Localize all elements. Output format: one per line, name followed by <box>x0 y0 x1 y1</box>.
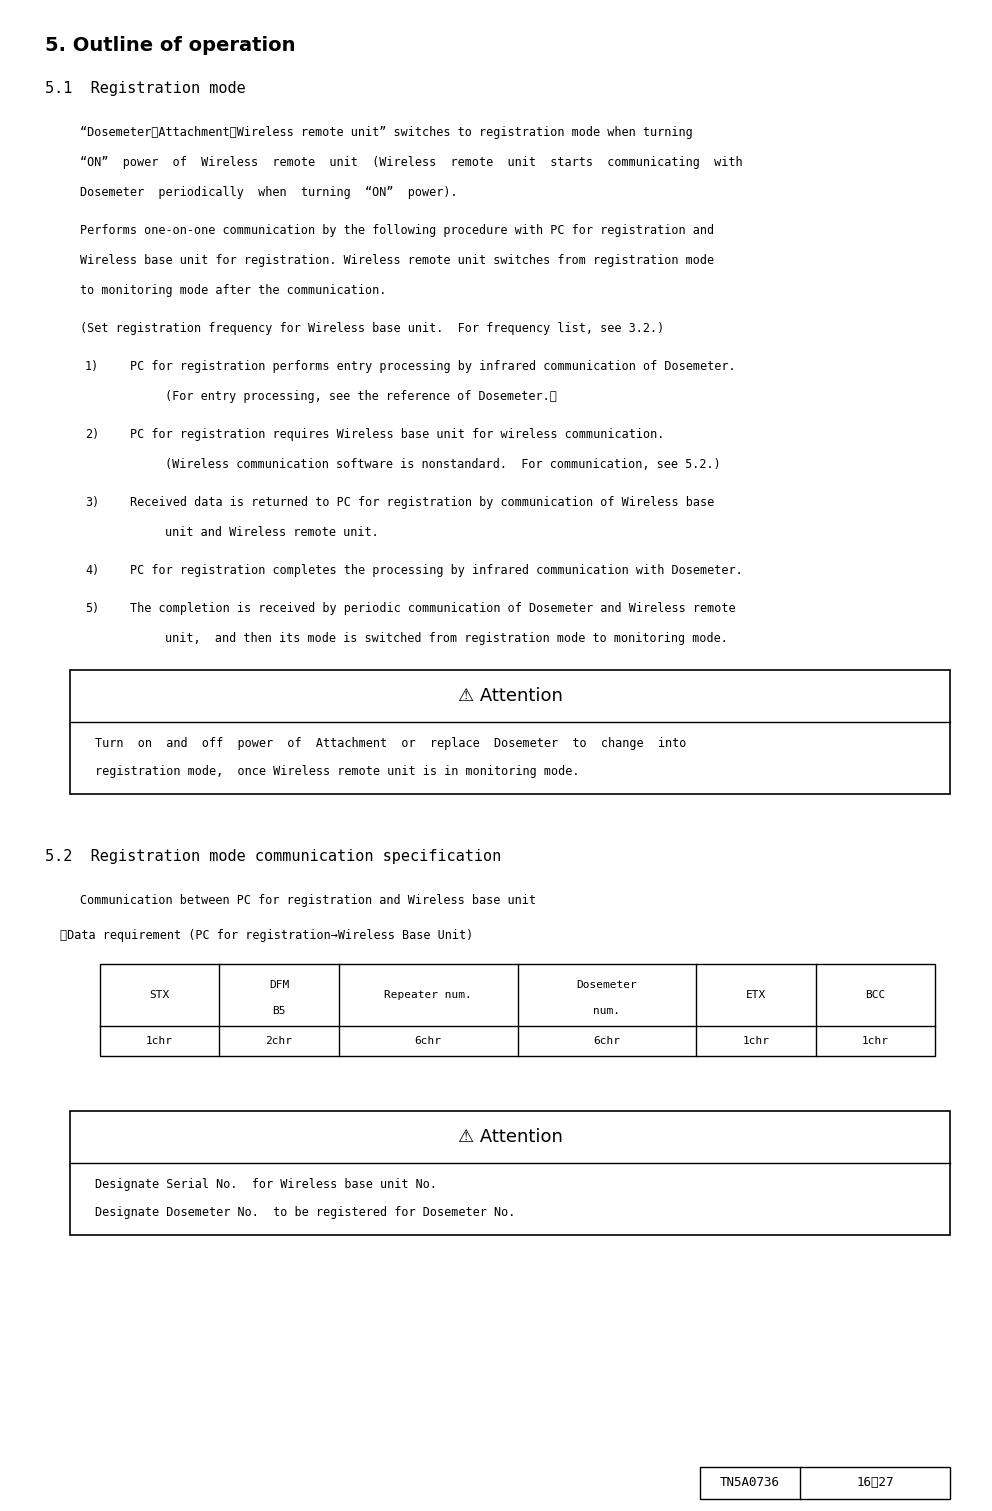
Text: (For entry processing, see the reference of Dosemeter.）: (For entry processing, see the reference… <box>165 390 557 403</box>
Text: 1chr: 1chr <box>146 1037 174 1046</box>
Text: 2chr: 2chr <box>266 1037 293 1046</box>
Text: BCC: BCC <box>865 990 886 1000</box>
Text: 5. Outline of operation: 5. Outline of operation <box>45 36 296 54</box>
Text: Repeater num.: Repeater num. <box>384 990 472 1000</box>
Text: 1): 1) <box>85 360 99 373</box>
Text: num.: num. <box>593 1006 620 1015</box>
Text: 5.1  Registration mode: 5.1 Registration mode <box>45 82 246 97</box>
Text: TN5A0736: TN5A0736 <box>720 1476 780 1490</box>
FancyBboxPatch shape <box>700 1467 950 1499</box>
Text: 5): 5) <box>85 601 99 615</box>
Text: unit and Wireless remote unit.: unit and Wireless remote unit. <box>165 526 379 539</box>
FancyBboxPatch shape <box>70 1111 950 1234</box>
Text: “ON”  power  of  Wireless  remote  unit  (Wireless  remote  unit  starts  commun: “ON” power of Wireless remote unit (Wire… <box>80 156 743 169</box>
Text: 16／27: 16／27 <box>856 1476 894 1490</box>
Text: 1chr: 1chr <box>743 1037 770 1046</box>
Text: 6chr: 6chr <box>593 1037 620 1046</box>
Text: PC for registration performs entry processing by infrared communication of Dosem: PC for registration performs entry proce… <box>130 360 736 373</box>
Text: 4): 4) <box>85 564 99 577</box>
Text: 5.2  Registration mode communication specification: 5.2 Registration mode communication spec… <box>45 849 501 864</box>
Text: PC for registration requires Wireless base unit for wireless communication.: PC for registration requires Wireless ba… <box>130 428 665 441</box>
Text: Received data is returned to PC for registration by communication of Wireless ba: Received data is returned to PC for regi… <box>130 496 714 509</box>
Text: Dosemeter  periodically  when  turning  “ON”  power).: Dosemeter periodically when turning “ON”… <box>80 186 457 199</box>
Text: 1chr: 1chr <box>862 1037 889 1046</box>
Text: (Wireless communication software is nonstandard.  For communication, see 5.2.): (Wireless communication software is nons… <box>165 458 721 471</box>
Text: (Set registration frequency for Wireless base unit.  For frequency list, see 3.2: (Set registration frequency for Wireless… <box>80 322 665 335</box>
Text: Dosemeter: Dosemeter <box>576 981 637 990</box>
Text: 2): 2) <box>85 428 99 441</box>
Text: unit,  and then its mode is switched from registration mode to monitoring mode.: unit, and then its mode is switched from… <box>165 632 728 645</box>
Text: Performs one-on-one communication by the following procedure with PC for registr: Performs one-on-one communication by the… <box>80 224 714 237</box>
Text: ⚠ Attention: ⚠ Attention <box>457 688 562 706</box>
Text: B5: B5 <box>272 1006 286 1015</box>
Text: to monitoring mode after the communication.: to monitoring mode after the communicati… <box>80 284 386 298</box>
Text: Designate Dosemeter No.  to be registered for Dosemeter No.: Designate Dosemeter No. to be registered… <box>95 1206 516 1219</box>
Text: “Dosemeter＋Attachment＋Wireless remote unit” switches to registration mode when t: “Dosemeter＋Attachment＋Wireless remote un… <box>80 125 692 139</box>
Text: 6chr: 6chr <box>415 1037 441 1046</box>
Text: DFM: DFM <box>269 981 289 990</box>
FancyBboxPatch shape <box>100 964 935 1056</box>
Text: Designate Serial No.  for Wireless base unit No.: Designate Serial No. for Wireless base u… <box>95 1179 437 1191</box>
Text: 3): 3) <box>85 496 99 509</box>
Text: STX: STX <box>150 990 170 1000</box>
Text: ・Data requirement (PC for registration→Wireless Base Unit): ・Data requirement (PC for registration→W… <box>60 929 473 941</box>
Text: The completion is received by periodic communication of Dosemeter and Wireless r: The completion is received by periodic c… <box>130 601 736 615</box>
FancyBboxPatch shape <box>70 669 950 793</box>
Text: Communication between PC for registration and Wireless base unit: Communication between PC for registratio… <box>80 895 536 907</box>
Text: ETX: ETX <box>746 990 766 1000</box>
Text: ⚠ Attention: ⚠ Attention <box>457 1129 562 1145</box>
Text: Turn  on  and  off  power  of  Attachment  or  replace  Dosemeter  to  change  i: Turn on and off power of Attachment or r… <box>95 737 686 749</box>
Text: PC for registration completes the processing by infrared communication with Dose: PC for registration completes the proces… <box>130 564 743 577</box>
Text: Wireless base unit for registration. Wireless remote unit switches from registra: Wireless base unit for registration. Wir… <box>80 254 714 267</box>
Text: registration mode,  once Wireless remote unit is in monitoring mode.: registration mode, once Wireless remote … <box>95 765 579 778</box>
